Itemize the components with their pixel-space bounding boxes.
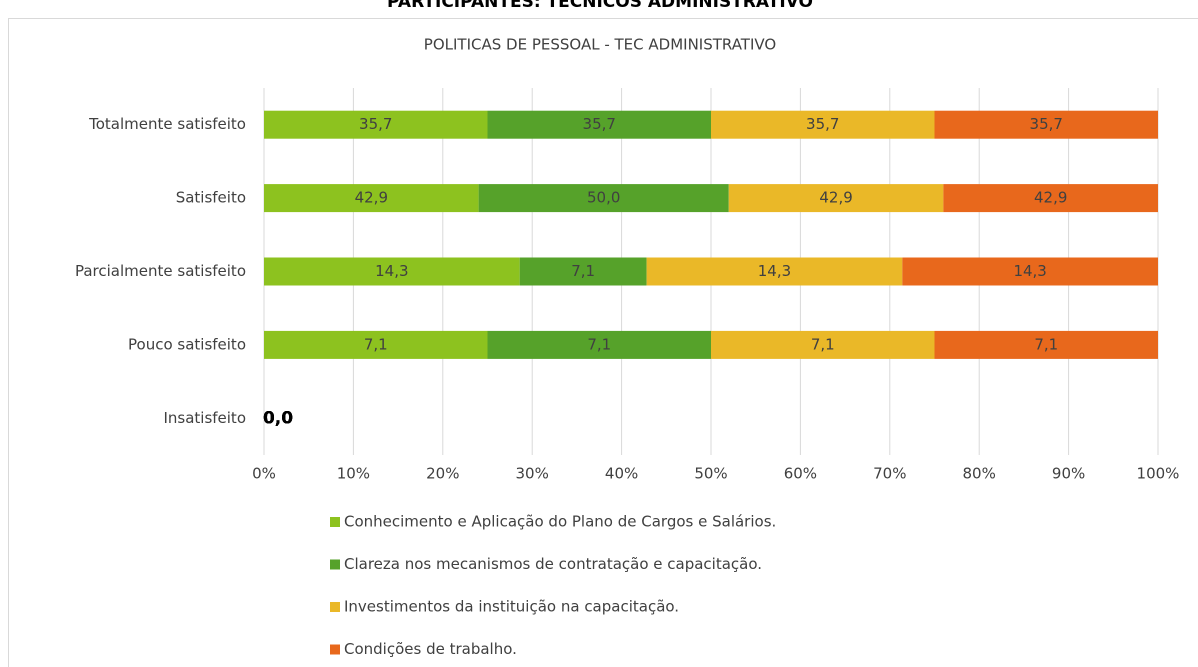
data-label: 35,7 [583, 115, 616, 133]
data-label: 0,0 [263, 408, 293, 428]
data-label: 7,1 [587, 335, 611, 353]
data-label: 14,3 [1013, 262, 1046, 280]
x-tick-label: 30% [516, 465, 549, 483]
legend-swatch [330, 602, 340, 612]
bar-segment [264, 184, 479, 213]
bar-segment [264, 330, 488, 359]
bar-segment [728, 184, 944, 213]
x-tick-label: 60% [784, 465, 817, 483]
bar-segment [478, 184, 729, 213]
data-label: 7,1 [811, 335, 835, 353]
data-label: 42,9 [819, 189, 852, 207]
bar-segment [519, 257, 647, 286]
bar-segment [646, 257, 903, 286]
bar-segment [934, 110, 1158, 139]
y-tick-label: Parcialmente satisfeito [75, 262, 246, 280]
data-label: 42,9 [1034, 189, 1067, 207]
data-label: 35,7 [1030, 115, 1063, 133]
legend-label: Conhecimento e Aplicação do Plano de Car… [344, 513, 776, 531]
x-tick-label: 50% [694, 465, 727, 483]
data-label: 7,1 [571, 262, 595, 280]
x-tick-label: 70% [873, 465, 906, 483]
x-tick-label: 20% [426, 465, 459, 483]
bar-segment [264, 257, 520, 286]
x-tick-label: 80% [963, 465, 996, 483]
bar-segment [264, 110, 488, 139]
data-label: 0,0 [263, 408, 293, 428]
legend-label: Condições de trabalho. [344, 640, 517, 658]
legend-label: Clareza nos mecanismos de contratação e … [344, 555, 762, 573]
data-label: 35,7 [806, 115, 839, 133]
bar-segment [943, 184, 1158, 213]
x-tick-label: 90% [1052, 465, 1085, 483]
x-tick-label: 10% [337, 465, 370, 483]
x-tick-label: 0% [252, 465, 276, 483]
y-tick-label: Totalmente satisfeito [88, 115, 246, 133]
y-tick-label: Satisfeito [176, 189, 246, 207]
legend-swatch [330, 559, 340, 570]
page-heading: PARTICIPANTES: TÉCNICOS ADMINISTRATIVO [387, 0, 813, 12]
bar-segment [934, 330, 1158, 359]
x-tick-label: 100% [1137, 465, 1180, 483]
data-label: 50,0 [587, 189, 620, 207]
data-label: 0,0 [263, 408, 293, 428]
legend-swatch [330, 644, 340, 655]
data-label: 14,3 [375, 262, 408, 280]
chart-border [8, 18, 1198, 667]
data-label: 7,1 [364, 335, 388, 353]
bar-segment [487, 330, 711, 359]
bar-segment [711, 110, 935, 139]
bar-segment [487, 110, 711, 139]
bar-segment [711, 330, 935, 359]
x-tick-label: 40% [605, 465, 638, 483]
data-label: 7,1 [1034, 335, 1058, 353]
data-label: 35,7 [359, 115, 392, 133]
y-tick-label: Insatisfeito [163, 409, 246, 427]
data-label: 0,0 [263, 408, 293, 428]
bar-segment [902, 257, 1158, 286]
legend-label: Investimentos da instituição na capacita… [344, 598, 679, 616]
y-tick-label: Pouco satisfeito [128, 335, 246, 353]
chart-title: POLITICAS DE PESSOAL - TEC ADMINISTRATIV… [424, 36, 776, 54]
legend-swatch [330, 517, 340, 527]
data-label: 14,3 [758, 262, 791, 280]
data-label: 42,9 [355, 189, 388, 207]
